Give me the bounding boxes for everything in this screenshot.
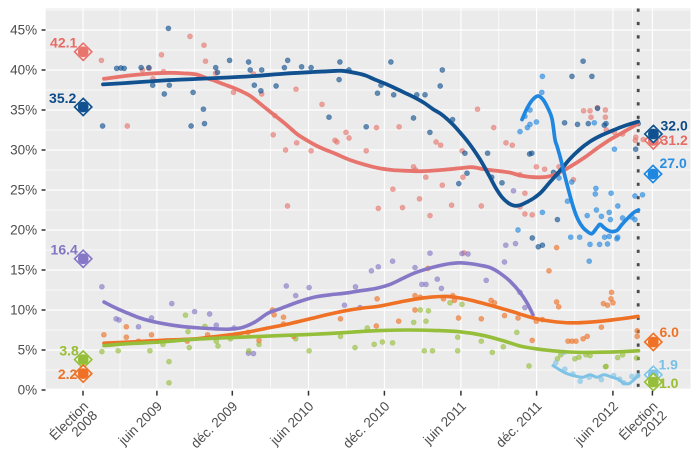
svg-text:35.2: 35.2 xyxy=(49,90,76,106)
svg-text:1.9: 1.9 xyxy=(659,357,679,373)
svg-text:31.2: 31.2 xyxy=(661,132,688,148)
svg-text:45%: 45% xyxy=(10,23,37,38)
svg-text:6.0: 6.0 xyxy=(660,324,680,340)
svg-text:25%: 25% xyxy=(10,183,37,198)
svg-text:5%: 5% xyxy=(18,343,38,358)
svg-text:20%: 20% xyxy=(10,223,37,238)
svg-text:32.0: 32.0 xyxy=(661,118,688,134)
svg-text:0%: 0% xyxy=(18,383,38,398)
svg-text:15%: 15% xyxy=(10,263,37,278)
svg-text:2.2: 2.2 xyxy=(58,366,78,382)
svg-text:3.8: 3.8 xyxy=(59,343,79,359)
svg-text:42.1: 42.1 xyxy=(50,34,77,50)
svg-text:16.4: 16.4 xyxy=(51,242,78,258)
svg-text:30%: 30% xyxy=(10,143,37,158)
svg-text:10%: 10% xyxy=(10,303,37,318)
svg-text:27.0: 27.0 xyxy=(660,155,687,171)
svg-text:40%: 40% xyxy=(10,63,37,78)
svg-text:35%: 35% xyxy=(10,103,37,118)
svg-text:1.0: 1.0 xyxy=(659,375,679,391)
